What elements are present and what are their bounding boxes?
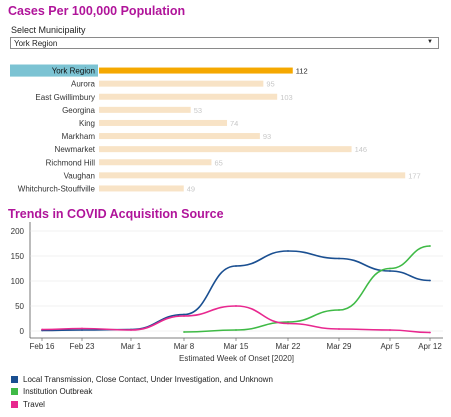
bar-label-whitchurch-stouffville: Whitchurch-Stouffville: [18, 184, 96, 193]
cases-bar-chart: York Region 112 Aurora 95 East Gwillimbury 10…: [10, 64, 421, 193]
legend-item-travel[interactable]: Travel: [11, 398, 273, 411]
series-2-point-5: [287, 322, 289, 325]
x-tick-feb-23: Feb 23: [70, 342, 95, 351]
legend-swatch-travel: [11, 400, 18, 408]
bar-value-york-region: 112: [296, 67, 308, 76]
x-tick-mar-1: Mar 1: [121, 342, 142, 351]
bar-label-georgina: Georgina: [62, 106, 95, 115]
bar-label-aurora: Aurora: [71, 80, 96, 89]
series-0-point-1: [81, 329, 83, 331]
bar-value-east-gwillimbury: 103: [280, 93, 293, 102]
series-1-point-1: [235, 329, 237, 331]
cases-per-population-title: Cases Per 100,000 Population: [8, 4, 186, 18]
x-axis-label: Estimated Week of Onset [2020]: [179, 354, 294, 363]
bar-newmarket: [99, 146, 352, 153]
legend-swatch-local: [11, 375, 18, 383]
series-0-point-7: [389, 270, 391, 272]
y-tick-200: 200: [11, 227, 25, 236]
series-0-point-8: [429, 279, 431, 282]
bar-whitchurch-stouffville: [99, 185, 184, 192]
municipality-select-value: York Region: [14, 39, 58, 48]
series-2-point-8: [429, 331, 431, 334]
bar-vaughan: [99, 172, 406, 179]
bar-value-georgina: 53: [194, 106, 202, 115]
y-tick-0: 0: [20, 327, 25, 336]
series-0-point-4: [235, 265, 237, 267]
legend-item-institution[interactable]: Institution Outbreak: [11, 386, 273, 399]
series-2-point-6: [338, 328, 340, 330]
bar-georgina: [99, 106, 191, 113]
series-line-2: [41, 305, 431, 334]
series-2-point-7: [389, 329, 391, 331]
bar-value-vaughan: 177: [408, 171, 421, 180]
x-tick-mar-22: Mar 22: [276, 342, 301, 351]
bar-value-richmond-hill: 65: [214, 158, 222, 167]
legend-label-travel: Travel: [23, 399, 45, 409]
bar-value-aurora: 95: [266, 80, 274, 89]
y-tick-150: 150: [11, 252, 25, 261]
series-1-point-2: [287, 321, 289, 323]
legend-label-institution: Institution Outbreak: [23, 387, 93, 397]
trends-legend: Local Transmission, Close Contact, Under…: [11, 373, 273, 411]
x-tick-mar-15: Mar 15: [224, 342, 249, 351]
chevron-down-icon: ▼: [427, 39, 433, 45]
y-tick-50: 50: [15, 302, 24, 311]
series-1-point-0: [183, 331, 185, 333]
bar-label-newmarket: Newmarket: [55, 145, 96, 154]
bar-value-markham: 93: [263, 132, 271, 141]
bar-east-gwillimbury: [99, 93, 278, 100]
bar-value-king: 74: [230, 119, 238, 128]
series-2-point-1: [81, 327, 83, 330]
series-0-point-5: [287, 250, 289, 252]
series-1-point-3: [338, 309, 340, 311]
series-line-1: [183, 245, 431, 333]
legend-label-local: Local Transmission, Close Contact, Under…: [23, 374, 273, 384]
bar-value-whitchurch-stouffville: 49: [187, 184, 195, 193]
series-2-point-4: [235, 305, 237, 307]
series-2-point-2: [130, 329, 132, 331]
series-0-point-6: [338, 257, 340, 260]
bar-label-markham: Markham: [62, 132, 96, 141]
bar-value-newmarket: 146: [355, 145, 368, 154]
series-2-point-3: [183, 315, 185, 317]
bar-label-richmond-hill: Richmond Hill: [46, 158, 96, 167]
bar-york-region: [99, 67, 293, 74]
selected-category-highlight: [10, 64, 98, 77]
x-tick-mar-29: Mar 29: [327, 342, 352, 351]
bar-king: [99, 119, 228, 126]
x-tick-apr-5: Apr 5: [380, 342, 400, 351]
bar-aurora: [99, 80, 264, 87]
x-tick-apr-12: Apr 12: [418, 342, 442, 351]
x-tick-mar-8: Mar 8: [174, 342, 195, 351]
trends-title: Trends in COVID Acquisition Source: [8, 207, 224, 221]
bar-label-king: King: [79, 119, 95, 128]
bar-label-york-region: York Region: [52, 67, 95, 76]
bar-markham: [99, 133, 260, 140]
y-tick-100: 100: [11, 277, 25, 286]
bar-label-vaughan: Vaughan: [64, 171, 95, 180]
series-1-point-4: [389, 267, 391, 270]
x-tick-feb-16: Feb 16: [30, 342, 55, 351]
series-1-point-5: [429, 245, 431, 247]
series-2-point-0: [41, 328, 43, 331]
series-0-point-3: [183, 313, 185, 316]
select-municipality-label: Select Municipality: [11, 25, 86, 35]
bar-label-east-gwillimbury: East Gwillimbury: [35, 93, 95, 102]
legend-swatch-institution: [11, 388, 18, 396]
municipality-select[interactable]: York Region ▼: [10, 37, 439, 49]
legend-item-local[interactable]: Local Transmission, Close Contact, Under…: [11, 373, 273, 386]
bar-richmond-hill: [99, 159, 212, 166]
series-line-0: [41, 250, 431, 332]
